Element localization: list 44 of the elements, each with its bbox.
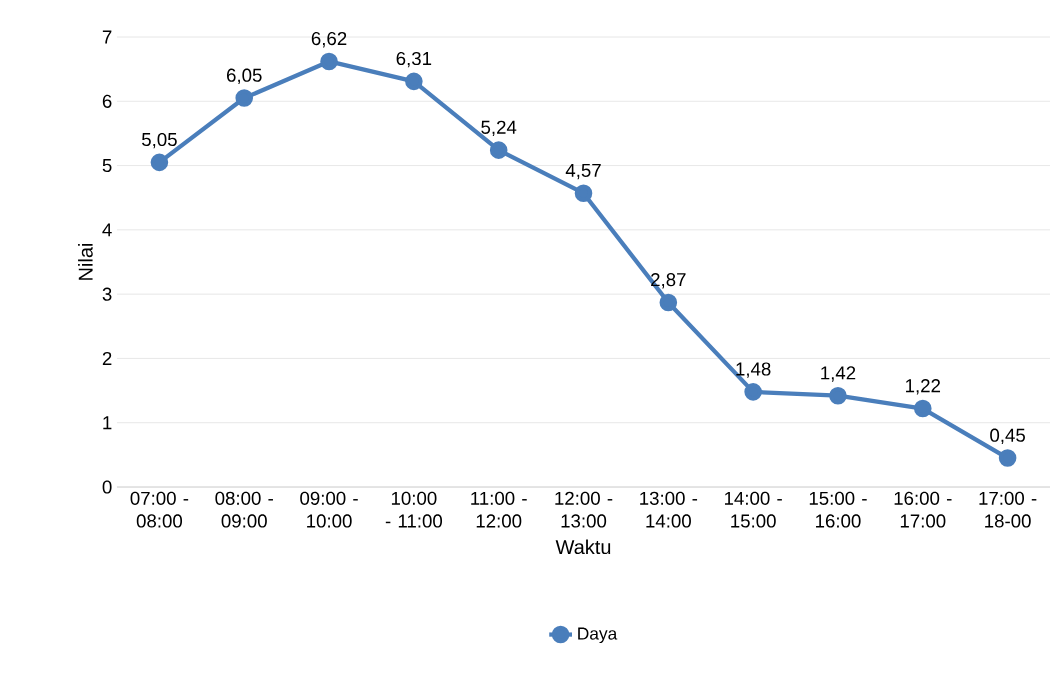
point bbox=[405, 72, 423, 91]
x-tick-label: 15:00 - 16:00 bbox=[809, 491, 867, 528]
y-tick-label: 1 bbox=[103, 416, 112, 430]
point bbox=[913, 399, 932, 418]
data-label: 1,42 bbox=[821, 366, 856, 382]
data-label: 1,48 bbox=[736, 362, 771, 378]
x-tick-label: 17:00 - 18-00 bbox=[979, 491, 1037, 528]
point bbox=[320, 52, 338, 71]
y-tick-label: 3 bbox=[102, 287, 112, 301]
point bbox=[659, 293, 678, 312]
y-axis-title: Nilai bbox=[78, 243, 93, 280]
data-label: 5,05 bbox=[142, 132, 177, 149]
x-axis-title: Waktu bbox=[555, 539, 611, 555]
x-tick-label: 08:00 - 09:00 bbox=[215, 491, 273, 528]
x-tick-label: 13:00 - 14:00 bbox=[640, 491, 698, 528]
point bbox=[150, 153, 169, 172]
y-tick-label: 5 bbox=[102, 159, 112, 173]
y-tick-label: 0 bbox=[102, 480, 112, 494]
point bbox=[998, 449, 1017, 467]
data-label: 6,62 bbox=[311, 31, 347, 48]
legend-label: Daya bbox=[578, 627, 618, 644]
point bbox=[235, 89, 254, 107]
x-tick-label: 11:00 - 12:00 bbox=[471, 491, 527, 528]
data-label: 1,22 bbox=[906, 379, 941, 395]
point bbox=[574, 184, 593, 203]
x-tick-label: 07:00 - 08:00 bbox=[130, 491, 189, 528]
y-tick-label: 4 bbox=[102, 223, 112, 237]
data-label: 2,87 bbox=[651, 273, 686, 289]
data-label: 4,57 bbox=[565, 163, 601, 180]
point bbox=[829, 386, 847, 405]
x-tick-label: 09:00 - 10:00 bbox=[300, 491, 358, 528]
data-label: 0,45 bbox=[990, 428, 1025, 445]
data-label: 5,24 bbox=[481, 120, 517, 137]
y-tick-label: 2 bbox=[102, 351, 112, 365]
x-tick-label: 10:00 - 11:00 bbox=[385, 491, 443, 528]
x-tick-label: 14:00 - 15:00 bbox=[724, 491, 782, 528]
point bbox=[744, 383, 762, 401]
x-tick-label: 16:00 - 17:00 bbox=[894, 491, 952, 528]
data-label: 6,05 bbox=[227, 68, 262, 85]
point bbox=[489, 141, 508, 159]
y-tick-label: 6 bbox=[102, 94, 112, 108]
x-tick-label: 12:00 - 13:00 bbox=[555, 491, 613, 528]
y-tick-label: 7 bbox=[102, 30, 112, 44]
data-label: 6,31 bbox=[396, 51, 432, 68]
